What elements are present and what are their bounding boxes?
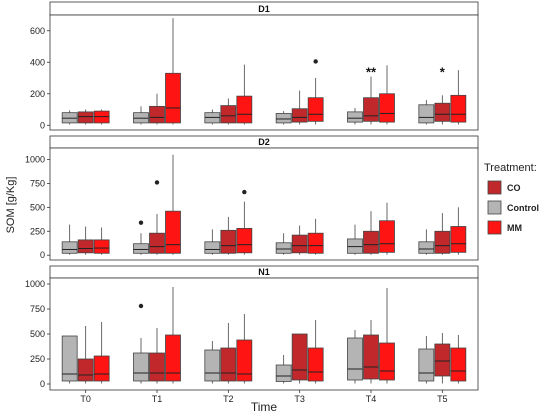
legend-title: Treatment: (484, 162, 537, 174)
box-co (434, 230, 451, 254)
box-mm (379, 342, 395, 381)
box-mm (165, 334, 181, 382)
y-tick-label: 0 (40, 379, 45, 389)
legend-swatch (487, 220, 502, 235)
box-mm (379, 220, 395, 253)
outlier-point (313, 59, 318, 64)
significance-mark: ** (366, 65, 377, 80)
box-control (275, 364, 292, 382)
panel-title: D2 (258, 137, 270, 147)
panel-title: D1 (258, 4, 270, 14)
y-tick-label: 250 (30, 226, 45, 236)
box-co (363, 230, 379, 254)
y-tick-label: 750 (30, 304, 45, 314)
x-tick-label: T4 (366, 394, 377, 404)
legend-label: MM (507, 223, 522, 233)
significance-mark: * (440, 65, 446, 80)
box-mm (165, 72, 181, 124)
x-tick-label: T1 (152, 394, 163, 404)
box-co (291, 108, 308, 123)
box-control (133, 243, 149, 254)
outlier-point (138, 220, 144, 225)
box-co (77, 239, 94, 254)
box-control (347, 111, 363, 123)
y-tick-label: 200 (30, 89, 45, 99)
box-co (149, 232, 165, 254)
y-tick-label: 400 (30, 57, 45, 67)
box-control (133, 352, 149, 382)
outlier-point (242, 189, 247, 195)
panel-frame (49, 14, 479, 131)
x-tick-label: T3 (294, 394, 305, 404)
box-co (291, 333, 308, 381)
box-control (275, 113, 292, 124)
y-tick-label: 500 (30, 329, 45, 339)
box-mm (307, 232, 324, 254)
box-control (418, 104, 435, 124)
legend-swatch (487, 200, 502, 215)
box-co (291, 234, 308, 254)
y-tick-label: 600 (30, 26, 45, 36)
y-axis-title: SOM [g/Kg] (5, 177, 17, 234)
box-co (220, 347, 237, 382)
box-co (434, 102, 451, 122)
panel-frame (49, 147, 479, 261)
box-co (149, 105, 165, 124)
x-axis-title: Time (251, 400, 278, 414)
outlier-point (138, 303, 144, 309)
box-mm (236, 95, 253, 124)
panel-title: N1 (258, 267, 270, 277)
y-tick-label: 250 (30, 354, 45, 364)
box-co (434, 343, 451, 377)
y-tick-label: 0 (40, 250, 45, 260)
box-control (204, 349, 221, 382)
box-mm (450, 226, 467, 253)
box-mm (450, 347, 467, 382)
box-mm (450, 94, 467, 123)
box-co (220, 105, 237, 124)
y-tick-label: 750 (30, 178, 45, 188)
box-control (418, 348, 435, 382)
panel-frame (49, 277, 479, 391)
box-co (363, 97, 379, 122)
box-mm (379, 93, 395, 123)
legend-label: Control (507, 203, 539, 213)
box-mm (93, 239, 110, 254)
box-co (149, 352, 165, 382)
box-control (418, 241, 435, 254)
y-tick-label: 1000 (25, 154, 45, 164)
x-tick-label: T5 (437, 394, 448, 404)
box-mm (307, 347, 324, 382)
legend-swatch (487, 180, 502, 195)
box-control (204, 241, 221, 254)
x-tick-label: T2 (223, 394, 234, 404)
box-mm (236, 339, 253, 382)
box-control (61, 335, 78, 382)
box-co (77, 358, 94, 382)
box-control (347, 337, 363, 381)
x-tick-label: T0 (80, 394, 91, 404)
outlier-point (154, 180, 160, 185)
box-co (363, 334, 379, 380)
box-control (275, 242, 292, 254)
legend-label: CO (507, 183, 521, 193)
y-tick-label: 0 (40, 120, 45, 130)
y-tick-label: 1000 (25, 279, 45, 289)
box-co (220, 229, 237, 254)
box-control (61, 241, 78, 254)
box-mm (93, 355, 110, 382)
y-tick-label: 500 (30, 202, 45, 212)
box-mm (307, 97, 324, 122)
box-co (77, 111, 94, 124)
box-mm (236, 228, 253, 254)
box-mm (165, 210, 181, 254)
